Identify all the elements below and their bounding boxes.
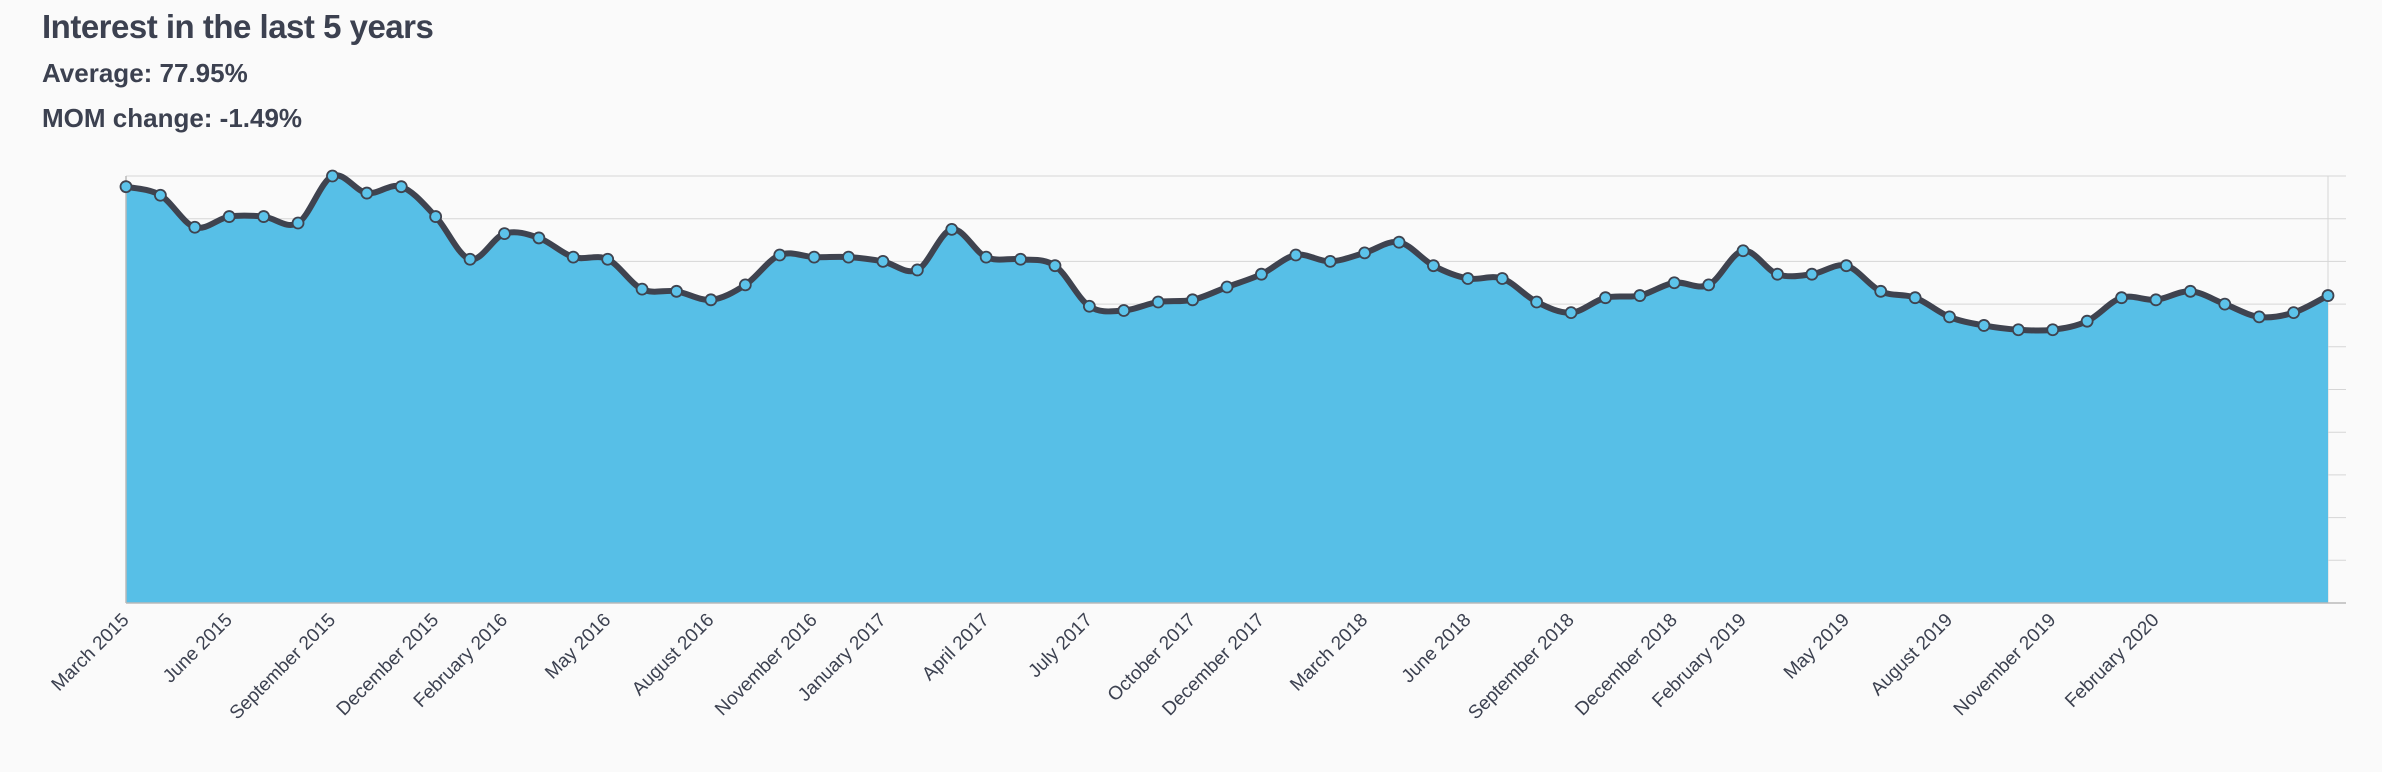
data-point-marker [1220,280,1234,294]
data-point-marker [635,282,649,296]
data-point-marker [1633,289,1647,302]
data-point-marker [1805,267,1819,281]
data-point-marker [910,263,924,277]
data-markers [119,169,2335,337]
chart-title: Interest in the last 5 years [42,8,434,45]
data-point-marker [2149,293,2163,307]
data-point-marker [2183,284,2197,298]
data-point-marker [807,250,821,264]
data-point-marker [154,188,167,202]
data-point-marker [566,250,580,264]
data-point-marker [291,216,305,230]
mom-change-stat: MOM change: -1.49% [42,103,303,133]
area-fill [126,175,2328,604]
x-tick-label: August 2016 [628,610,718,700]
data-point-marker [601,252,615,266]
data-point-marker [773,248,787,262]
data-point-marker [1186,293,1199,307]
data-point-marker [1977,319,1991,332]
data-point-marker [1495,272,1509,285]
data-point-marker [2252,310,2266,324]
x-tick-label: March 2018 [1286,610,1372,696]
data-point-marker [1082,299,1096,313]
data-point-marker [360,186,374,200]
data-point-marker [1874,284,1888,298]
data-point-marker [1564,306,1578,320]
data-point-marker [1392,235,1406,249]
data-point-marker [1667,276,1681,290]
data-point-marker [1771,267,1784,281]
data-point-marker [429,210,443,223]
data-point-marker [532,231,546,245]
x-tick-label: April 2017 [918,610,993,685]
data-point-marker [842,250,855,264]
x-tick-label: September 2018 [1464,610,1578,724]
data-point-marker [1323,254,1337,268]
data-point-marker [326,169,339,183]
data-point-marker [1839,259,1853,273]
data-point-marker [945,222,959,236]
data-point-marker [2046,323,2060,337]
data-point-marker [498,227,511,241]
data-point-marker [1943,310,1956,324]
x-tick-label: July 2017 [1025,610,1097,682]
data-point-marker [2115,291,2128,305]
data-point-marker [1461,272,1475,285]
data-point-marker [2080,314,2094,328]
average-stat: Average: 77.95% [42,58,248,88]
data-point-marker [670,284,683,298]
data-point-marker [1702,278,1716,292]
data-point-marker [704,293,718,307]
data-point-marker [1736,244,1750,258]
data-point-marker [738,278,752,292]
data-point-marker [119,180,133,194]
x-tick-label: June 2015 [159,610,237,688]
x-tick-label: March 2015 [48,610,134,696]
data-point-marker [463,252,477,266]
data-point-marker [1599,291,1612,305]
x-tick-label: September 2015 [226,610,340,724]
axes [125,176,2346,604]
x-tick-label: August 2019 [1867,610,1957,700]
data-point-marker [2321,289,2335,302]
data-point-marker [2287,306,2300,320]
data-point-marker [394,180,408,194]
data-point-marker [188,220,202,234]
data-point-marker [1151,295,1165,309]
data-point-marker [1908,291,1922,305]
data-point-marker [1427,259,1440,273]
data-point-marker [876,254,890,268]
data-point-marker [1014,252,1027,266]
x-tick-label: June 2018 [1398,610,1476,688]
data-point-marker [1048,259,1062,273]
data-point-marker [979,250,993,264]
data-point-marker [1358,246,1372,260]
data-point-marker [1255,267,1268,281]
data-point-marker [257,210,271,223]
data-point-marker [222,210,236,223]
data-point-marker [1530,295,1544,309]
data-point-marker [1289,248,1303,262]
x-tick-label: February 2020 [2061,610,2163,712]
chart-header: Interest in the last 5 years Average: 77… [42,8,434,148]
x-tick-label: November 2019 [1950,610,2060,720]
data-point-marker [2218,297,2232,311]
x-tick-label: May 2016 [541,610,615,684]
x-tick-label: May 2019 [1780,610,1854,684]
data-point-marker [1117,304,1131,317]
x-tick-label: November 2016 [711,610,821,720]
data-point-marker [2011,323,2025,337]
